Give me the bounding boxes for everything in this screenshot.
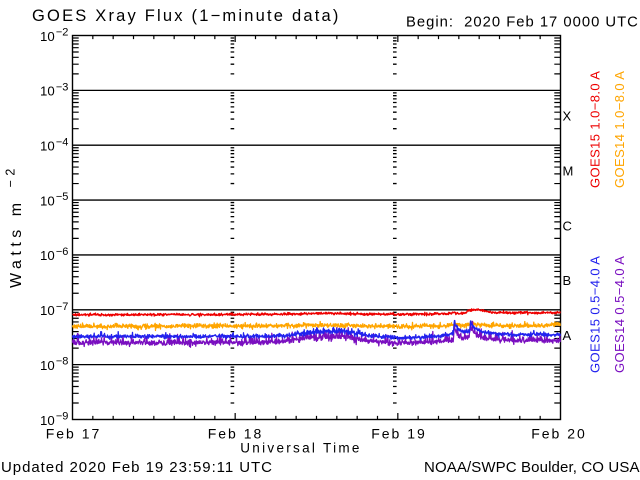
svg-text:M: M bbox=[563, 163, 574, 178]
svg-text:Universal Time: Universal Time bbox=[240, 441, 361, 456]
svg-text:Feb 17: Feb 17 bbox=[46, 426, 102, 442]
svg-text:Updated 2020 Feb 19 23:59:11 U: Updated 2020 Feb 19 23:59:11 UTC bbox=[1, 459, 273, 476]
svg-text:Feb 20: Feb 20 bbox=[531, 426, 587, 442]
svg-text:GOES15 1.0−8.0 A: GOES15 1.0−8.0 A bbox=[588, 71, 603, 188]
svg-text:Begin: 2020 Feb 17 0000 UTC: Begin: 2020 Feb 17 0000 UTC bbox=[406, 14, 639, 30]
svg-text:GOES14 1.0−8.0 A: GOES14 1.0−8.0 A bbox=[612, 71, 627, 188]
svg-text:NOAA/SWPC Boulder, CO USA: NOAA/SWPC Boulder, CO USA bbox=[424, 459, 640, 476]
svg-text:GOES15 0.5−4.0 A: GOES15 0.5−4.0 A bbox=[588, 256, 603, 373]
svg-text:A: A bbox=[563, 328, 572, 343]
svg-text:B: B bbox=[563, 273, 572, 288]
svg-text:GOES14 0.5−4.0 A: GOES14 0.5−4.0 A bbox=[612, 256, 627, 373]
svg-text:GOES Xray Flux (1−minute data): GOES Xray Flux (1−minute data) bbox=[32, 7, 341, 25]
svg-text:C: C bbox=[563, 218, 572, 233]
svg-text:X: X bbox=[563, 109, 572, 124]
svg-text:Feb 18: Feb 18 bbox=[208, 426, 264, 442]
svg-text:Feb 19: Feb 19 bbox=[371, 426, 427, 442]
